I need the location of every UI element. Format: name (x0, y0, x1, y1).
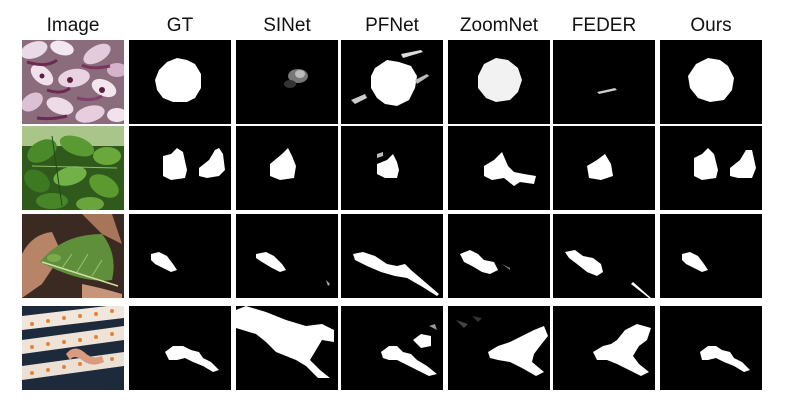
zoomnet-mask-coral-pipefish (448, 306, 550, 390)
gt-mask-leaves (129, 126, 231, 210)
header-gt: GT (166, 15, 194, 36)
header-sinet: SINet (263, 15, 311, 36)
feder-mask-leaf-insect (553, 214, 655, 298)
header-feder: FEDER (571, 15, 637, 36)
feder-mask-coral-pipefish (553, 306, 655, 390)
header-image: Image (46, 15, 100, 36)
pfnet-mask-leaves (341, 126, 443, 210)
header-ours: Ours (690, 15, 732, 36)
sinet-mask-leaf-insect (236, 214, 338, 298)
gt-mask-coral-pipefish (129, 306, 231, 390)
header-pfnet: PFNet (365, 15, 419, 36)
input-image-orchids (22, 40, 124, 124)
feder-mask-orchids (553, 40, 655, 124)
zoomnet-mask-leaf-insect (448, 214, 550, 298)
sinet-mask-orchids (236, 40, 338, 124)
zoomnet-mask-orchids (448, 40, 550, 124)
pfnet-mask-coral-pipefish (341, 306, 443, 390)
input-image-leaf-insect (22, 214, 124, 298)
ours-mask-orchids (660, 40, 762, 124)
sinet-mask-leaves (236, 126, 338, 210)
input-image-leaves (22, 126, 124, 210)
gt-mask-orchids (129, 40, 231, 124)
sinet-mask-coral-pipefish (236, 306, 338, 390)
pfnet-mask-orchids (341, 40, 443, 124)
header-zoomnet: ZoomNet (459, 15, 539, 36)
zoomnet-mask-leaves (448, 126, 550, 210)
ours-mask-leaves (660, 126, 762, 210)
ours-mask-coral-pipefish (660, 306, 762, 390)
pfnet-mask-leaf-insect (341, 214, 443, 298)
ours-mask-leaf-insect (660, 214, 762, 298)
feder-mask-leaves (553, 126, 655, 210)
input-image-coral-pipefish (22, 306, 124, 390)
gt-mask-leaf-insect (129, 214, 231, 298)
